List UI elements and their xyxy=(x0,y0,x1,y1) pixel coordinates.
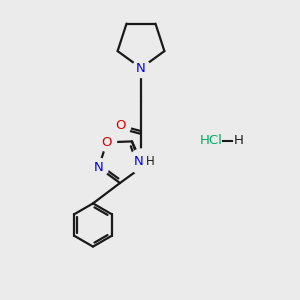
Text: H: H xyxy=(146,154,155,168)
Text: HCl: HCl xyxy=(200,134,223,148)
Text: O: O xyxy=(101,136,112,149)
Text: N: N xyxy=(94,161,103,174)
Text: O: O xyxy=(116,119,126,132)
Text: N: N xyxy=(136,61,146,75)
Text: H: H xyxy=(234,134,243,148)
Text: N: N xyxy=(134,154,143,168)
